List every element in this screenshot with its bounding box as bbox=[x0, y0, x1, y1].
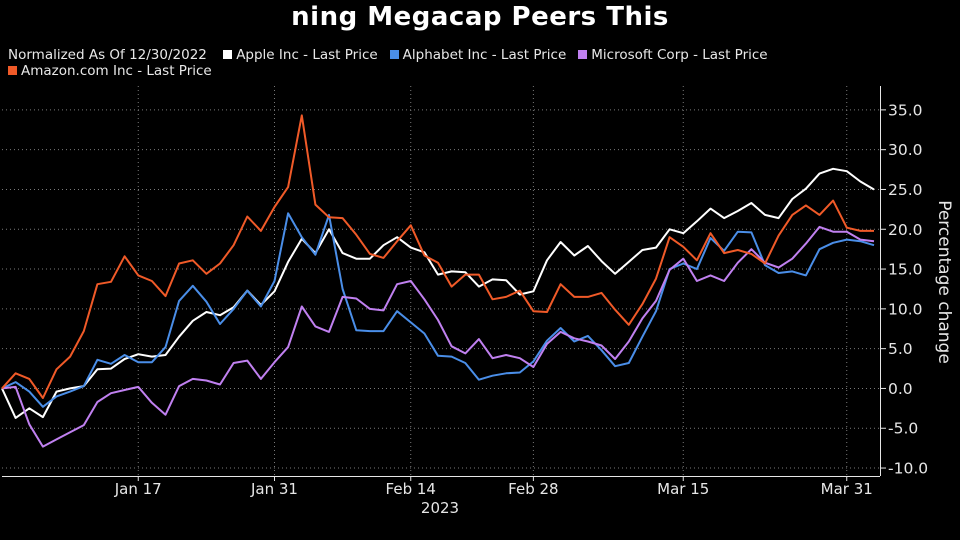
axes bbox=[2, 86, 881, 477]
y-tick-label: -10.0 bbox=[888, 460, 928, 478]
grid-lines bbox=[2, 86, 880, 476]
legend-swatch bbox=[8, 66, 17, 75]
y-tick-label: 15.0 bbox=[888, 261, 923, 279]
series-lines bbox=[1, 114, 875, 448]
legend-label: Alphabet Inc - Last Price bbox=[402, 47, 567, 63]
y-tick-label: 10.0 bbox=[888, 300, 923, 318]
series-line bbox=[1, 212, 875, 408]
y-tick-label: 35.0 bbox=[888, 101, 923, 119]
x-tick-label: Feb 28 bbox=[508, 480, 558, 498]
y-axis-label: Percentage change bbox=[934, 200, 954, 364]
legend-normalized-note: Normalized As Of 12/30/2022 bbox=[8, 47, 207, 63]
series-line bbox=[1, 114, 874, 399]
y-tick-labels: -10.0 -5.0 0.0 5.0 10.0 15.0 20.0 25.0 30.0 35.0 bbox=[880, 101, 928, 478]
x-tick-label: Jan 17 bbox=[114, 480, 162, 498]
y-tick-label: 20.0 bbox=[888, 221, 923, 239]
legend-swatch bbox=[223, 50, 233, 59]
legend-label: Microsoft Corp - Last Price bbox=[591, 47, 768, 63]
series-line bbox=[1, 225, 875, 448]
x-tick-label: Jan 31 bbox=[250, 480, 298, 498]
legend-swatch bbox=[578, 50, 588, 59]
y-tick-label: 5.0 bbox=[888, 340, 913, 358]
y-tick-label: 0.0 bbox=[888, 380, 913, 398]
legend-label: Amazon.com Inc - Last Price bbox=[21, 63, 212, 79]
legend-item: Apple Inc - Last Price bbox=[223, 47, 378, 63]
chart-title: ning Megacap Peers This bbox=[291, 2, 669, 32]
y-tick-label: 25.0 bbox=[888, 181, 923, 199]
legend-swatch bbox=[389, 50, 399, 59]
x-tick-label: Feb 14 bbox=[386, 480, 436, 498]
legend-item: Amazon.com Inc - Last Price bbox=[8, 63, 212, 79]
legend-label: Apple Inc - Last Price bbox=[236, 47, 378, 63]
series-line bbox=[1, 167, 875, 419]
x-tick-label: Mar 15 bbox=[657, 480, 709, 498]
x-tick-label: Mar 31 bbox=[821, 480, 873, 498]
y-tick-label: 30.0 bbox=[888, 141, 923, 159]
legend: Normalized As Of 12/30/2022 Apple Inc - … bbox=[8, 47, 838, 79]
x-tick-labels: Jan 17 Jan 31 Feb 14 Feb 28 Mar 15 Mar 31 bbox=[114, 476, 873, 498]
legend-item: Microsoft Corp - Last Price bbox=[578, 47, 768, 63]
legend-item: Alphabet Inc - Last Price bbox=[389, 47, 567, 63]
y-tick-label: -5.0 bbox=[888, 420, 918, 438]
x-axis-year-label: 2023 bbox=[421, 499, 459, 517]
